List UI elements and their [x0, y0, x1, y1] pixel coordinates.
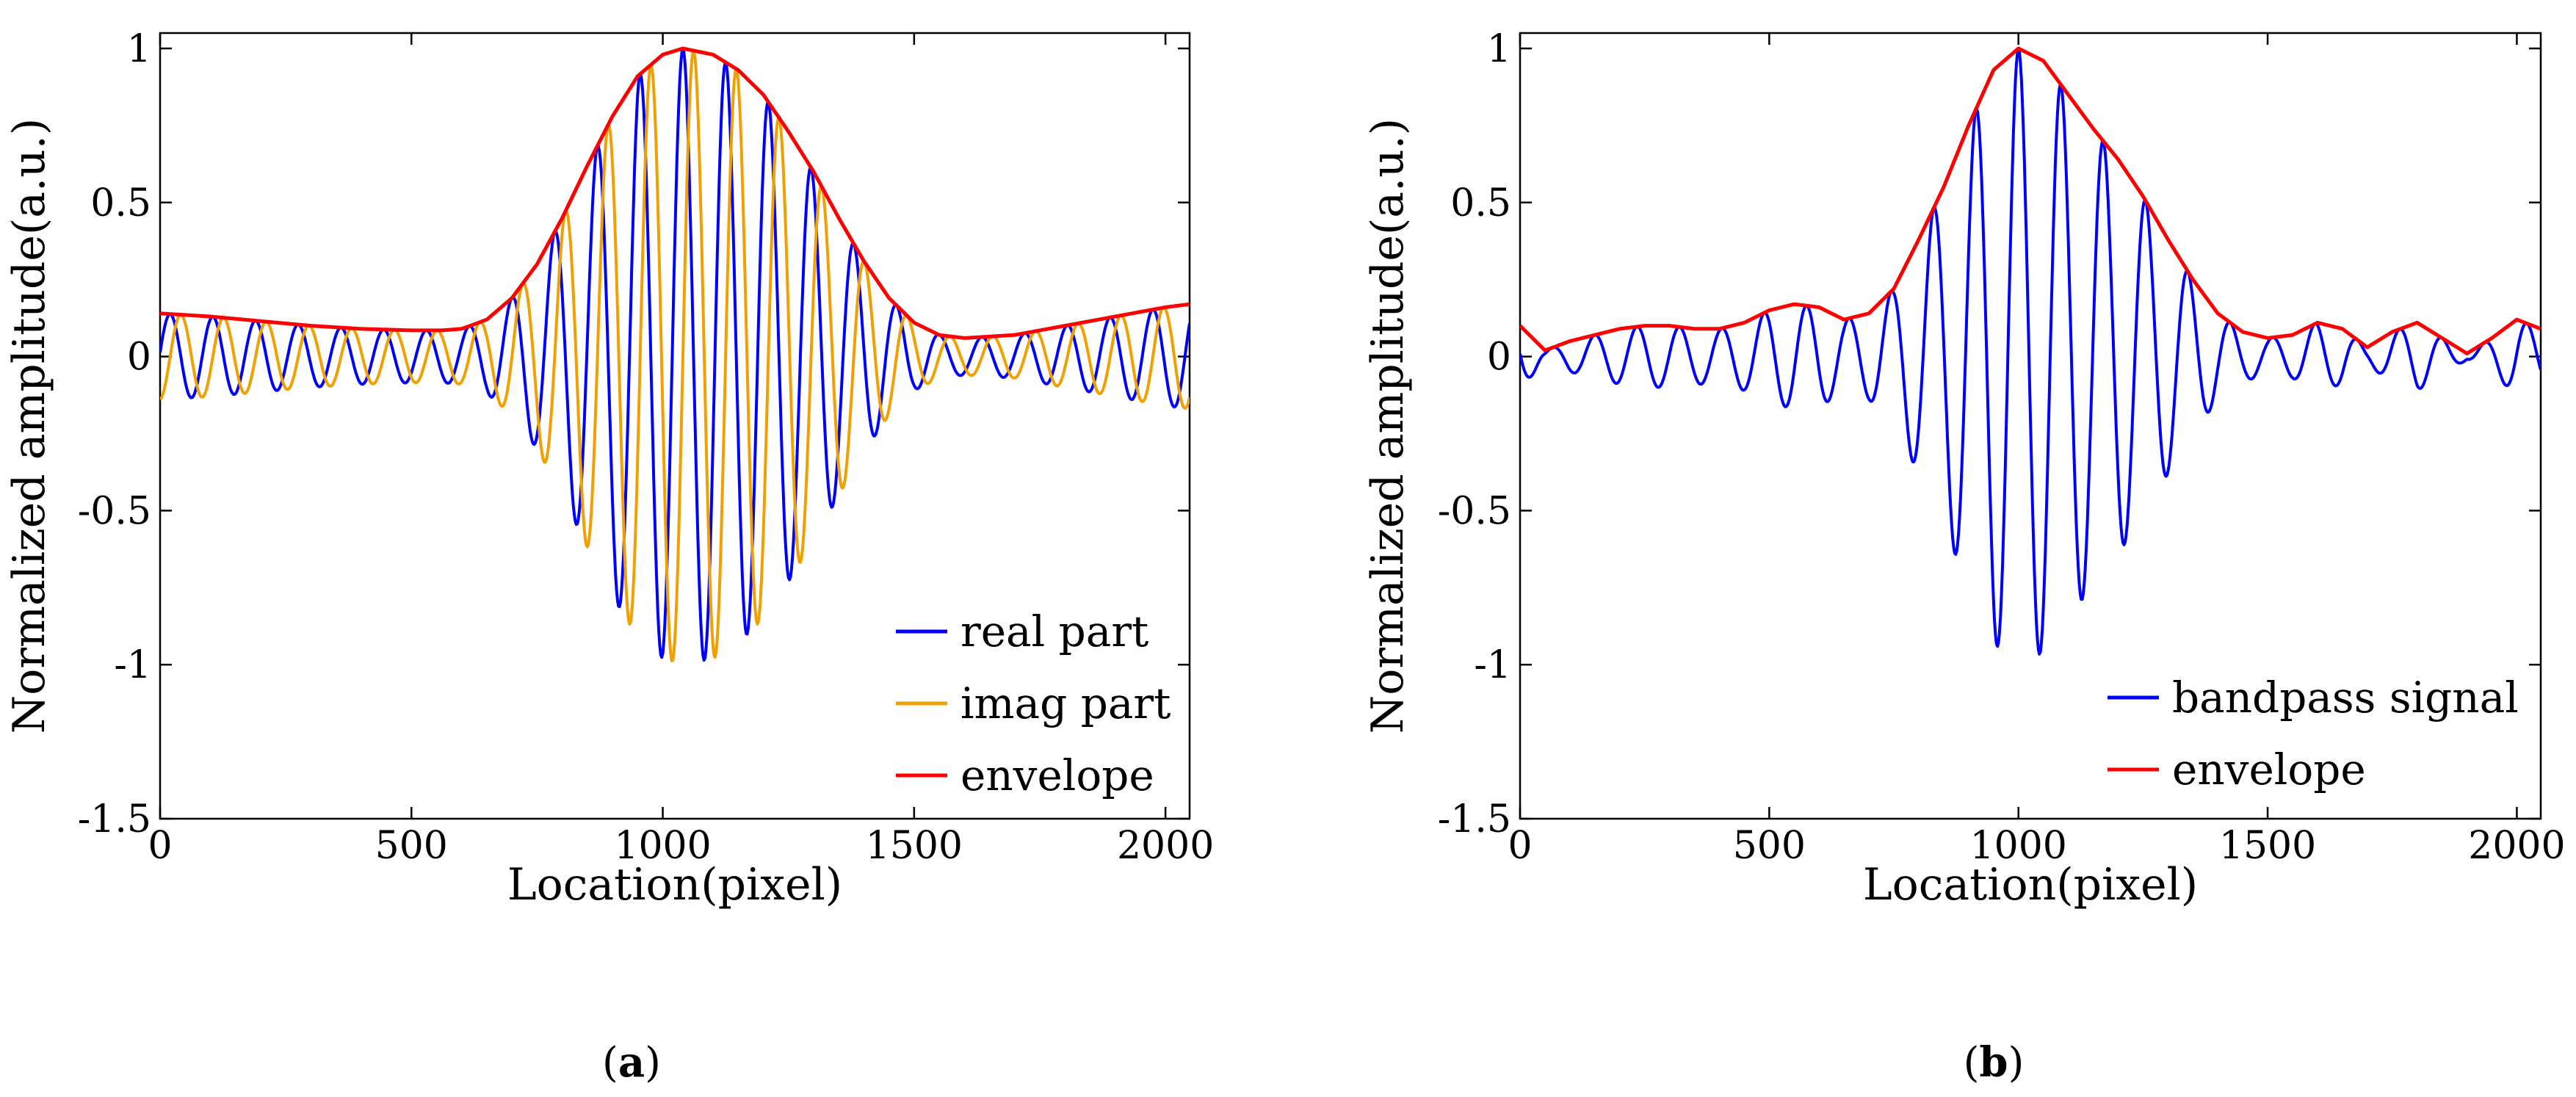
panel-a-xlabel: Location(pixel) [507, 859, 842, 910]
panel-a: 0 500 1000 1500 2000 -1.5 -1 -0.5 0 0.5 1 Location(… [4, 27, 1214, 910]
panel-b-xtick-label: 0 [1508, 824, 1532, 868]
caption-a: (a) [602, 1038, 661, 1087]
panel-a-ytick-label: -1.5 [78, 797, 151, 841]
panel-b-series-envelope [1520, 46, 2541, 355]
panel-a-ylabel: Normalized amplitude(a.u.) [4, 118, 55, 734]
panel-a-ytick-label: 0.5 [90, 181, 151, 225]
panel-a-axes-box [159, 32, 1191, 820]
panel-b-ytick-label: -1 [1474, 643, 1511, 687]
panel-a-plot-area [160, 46, 1190, 662]
panel-a-ytick-label: -1 [114, 643, 151, 687]
panel-b-xtick-label: 500 [1733, 824, 1806, 868]
panel-b-ytick-label: -1.5 [1438, 797, 1511, 841]
panel-b-xtick-label: 1500 [2219, 824, 2316, 868]
panel-b-legend-label-envelope: envelope [2172, 745, 2366, 794]
panel-a-legend-label-real-part: real part [960, 607, 1148, 656]
caption-open-paren-a: ( [602, 1039, 618, 1087]
panel-a-series-real-part [160, 47, 1190, 662]
panel-b-ytick-label: 0.5 [1450, 181, 1511, 225]
caption-close-paren-b: ) [2008, 1039, 2025, 1087]
panel-b-plot-area [1520, 46, 2541, 656]
panel-b-xtick-label: 2000 [2468, 824, 2565, 868]
panel-b-series-bandpass-signal [1520, 47, 2541, 656]
panel-a-xtick-label: 1500 [866, 824, 963, 868]
panel-b-legend-label-bandpass-signal: bandpass signal [2172, 673, 2519, 723]
panel-b-xtick-label: 1000 [1970, 824, 2067, 868]
panel-a-xtick-label: 2000 [1117, 824, 1214, 868]
panel-b-axes-box [1519, 32, 2542, 820]
caption-letter-b: b [1979, 1038, 2008, 1087]
panel-a-ytick-label: -0.5 [78, 489, 151, 533]
panel-b: 0 500 1000 1500 2000 -1.5 -1 -0.5 0 0.5 1 Location(… [1362, 27, 2566, 910]
panel-a-xtick-label: 500 [375, 824, 448, 868]
panel-b-ylabel: Normalized amplitude(a.u.) [1362, 118, 1414, 734]
caption-open-paren-b: ( [1964, 1039, 1980, 1087]
panel-b-ytick-label: 1 [1487, 27, 1511, 71]
panel-a-legend-label-envelope: envelope [960, 750, 1154, 800]
panel-a-legend-label-imag-part: imag part [960, 678, 1171, 728]
panel-b-ytick-label: 0 [1487, 336, 1511, 380]
caption-letter-a: a [618, 1038, 645, 1087]
panel-a-series-envelope [160, 46, 1190, 340]
panel-a-xtick-label: 0 [148, 824, 172, 868]
panel-b-ytick-label: -0.5 [1438, 489, 1511, 533]
panel-a-series-imag-part [160, 49, 1190, 662]
panel-a-xtick-label: 1000 [614, 824, 711, 868]
panel-b-xlabel: Location(pixel) [1863, 859, 2198, 910]
panel-a-ytick-label: 0 [127, 336, 151, 380]
caption-close-paren-a: ) [645, 1039, 661, 1087]
panel-a-ytick-label: 1 [127, 27, 151, 71]
caption-b: (b) [1964, 1038, 2025, 1087]
